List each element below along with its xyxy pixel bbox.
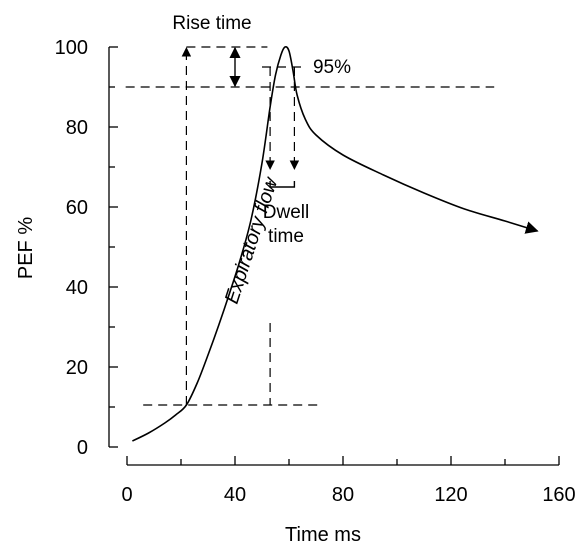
y-tick-label: 100 — [55, 37, 88, 59]
x-tick-label: 120 — [434, 484, 467, 506]
reference-lines — [125, 46, 495, 406]
expiratory-flow-curve — [132, 45, 539, 442]
y-tick-label: 40 — [66, 277, 88, 299]
x-tick-label: 80 — [332, 484, 354, 506]
y-tick-label: 60 — [66, 197, 88, 219]
y-tick-label: 20 — [66, 357, 88, 379]
dwell-label-line2: time — [268, 226, 304, 247]
axes: 0 20 40 60 80 100 0 40 80 120 160 — [55, 37, 576, 506]
x-tick-label: 0 — [121, 484, 132, 506]
x-tick-label: 40 — [224, 484, 246, 506]
dwell-bracket — [269, 181, 296, 188]
ninety-five-percent-label: 95% — [313, 57, 351, 78]
x-tick-label: 160 — [542, 484, 575, 506]
dwell-label-line1: Dwell — [263, 202, 309, 223]
y-axis-title: PEF % — [15, 217, 37, 279]
x-axis-title: Time ms — [285, 524, 361, 546]
curve-layer — [132, 45, 539, 442]
rise-time-label: Rise time — [172, 13, 251, 34]
y-tick-label: 80 — [66, 117, 88, 139]
y-tick-label: 0 — [77, 437, 88, 459]
